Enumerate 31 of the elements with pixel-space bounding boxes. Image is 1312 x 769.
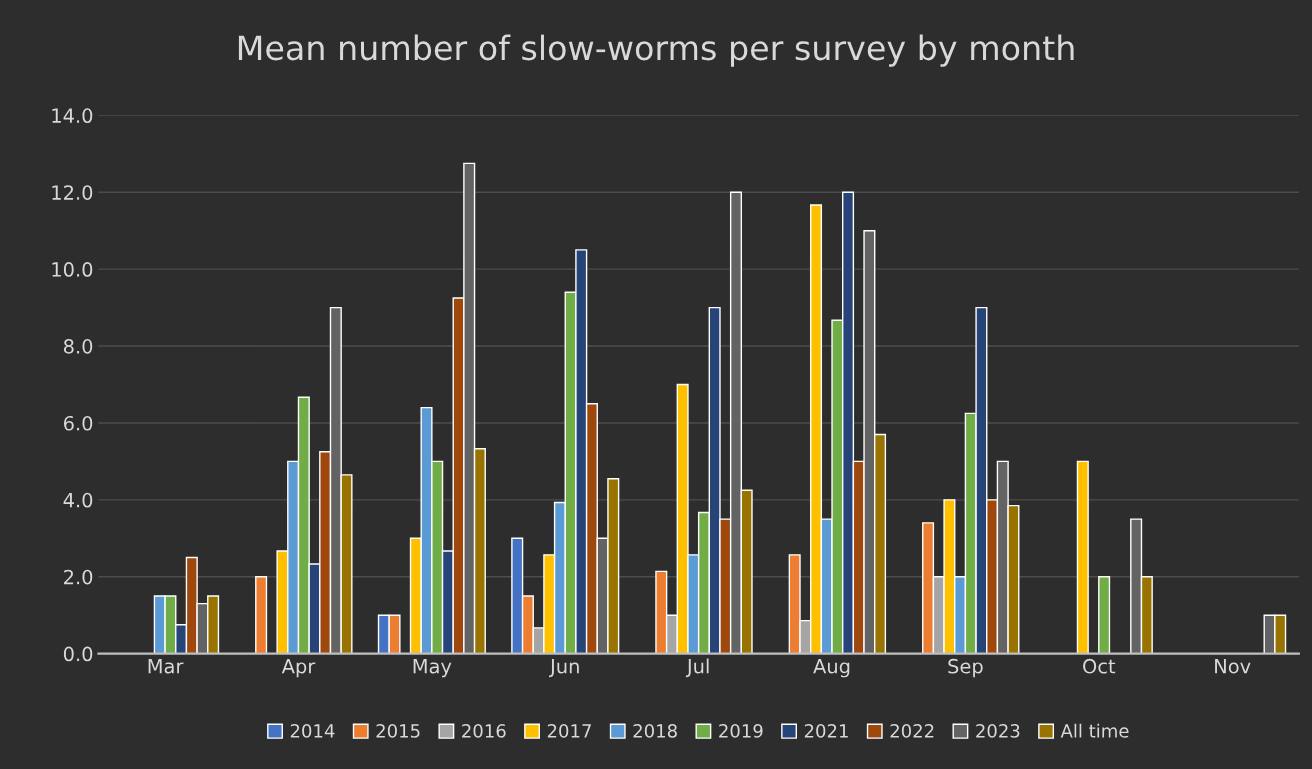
y-tick-label: 10.0 (52, 262, 93, 277)
legend-label: 2016 (462, 724, 506, 738)
legend-label: 2015 (376, 724, 420, 738)
legend-label: 2014 (290, 724, 335, 738)
legend-label: 2018 (633, 724, 677, 738)
x-tick-label: Jul (685, 658, 709, 678)
y-tick-label: 2.0 (64, 569, 93, 585)
legend-label: 2022 (890, 724, 934, 738)
legend-label: 2021 (804, 724, 848, 738)
x-tick-label: Oct (1083, 658, 1116, 674)
y-tick-label: 12.0 (52, 185, 93, 200)
bar (1076, 460, 1089, 654)
x-tick-label: Sep (948, 658, 983, 678)
y-tick-label: 14.0 (52, 108, 93, 124)
x-tick-label: Aug (813, 659, 850, 678)
x-tick-label: Apr (281, 659, 316, 678)
x-tick-label: Jun (549, 659, 579, 678)
legend-label: 2017 (547, 724, 591, 738)
y-tick-label: 8.0 (63, 339, 93, 354)
legend-label: 2023 (976, 724, 1020, 738)
x-tick-label: Nov (1215, 659, 1251, 674)
bar (255, 576, 268, 654)
bar (1098, 576, 1111, 654)
y-tick-label: 4.0 (63, 492, 93, 508)
legend-label: All time (1060, 723, 1129, 738)
chart-title: Mean number of slow-worms per survey by month (238, 34, 1074, 67)
x-tick-label: Mar (148, 659, 184, 674)
legend-label: 2019 (719, 724, 763, 738)
y-tick-label: 6.0 (63, 415, 93, 431)
y-tick-label: 0.0 (63, 646, 93, 662)
x-tick-label: May (413, 659, 452, 678)
